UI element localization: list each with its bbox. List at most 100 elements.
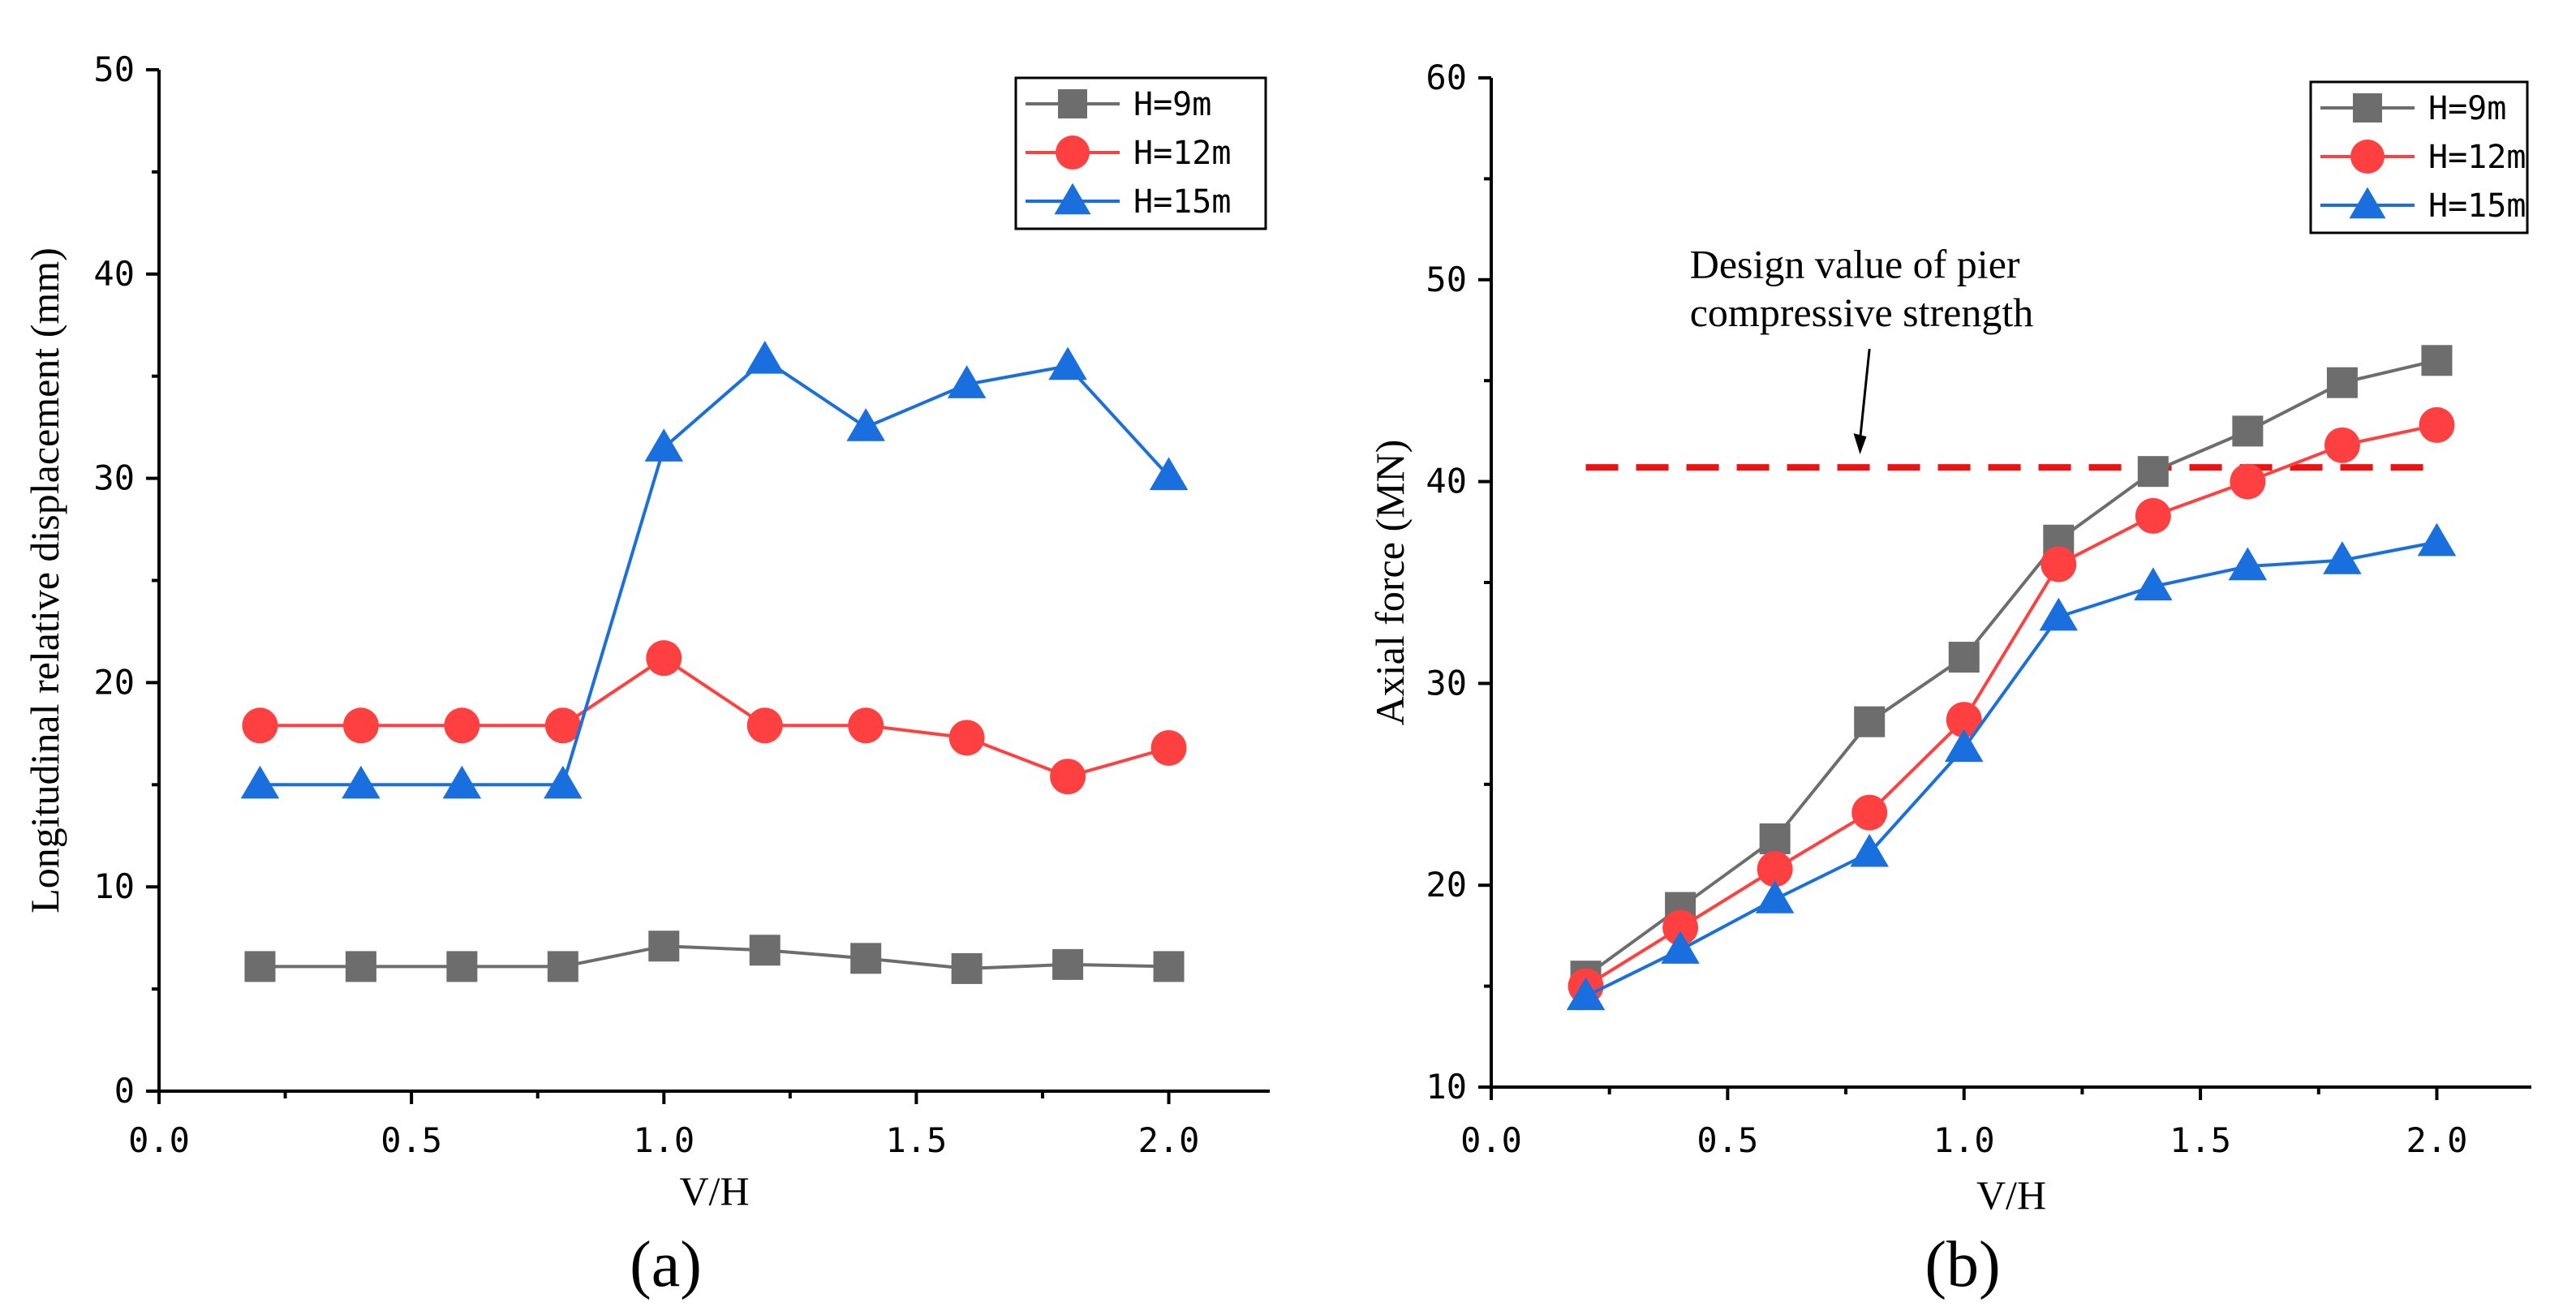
chart-a: 0 10 20 30 40 50 0.0 0.5 1.0 1.5 2.0 V/H Longitudina… — [22, 49, 1270, 1300]
data-point — [2419, 406, 2455, 443]
data-point — [342, 707, 379, 744]
y-tick-label: 30 — [93, 458, 135, 498]
data-point — [2323, 541, 2362, 574]
data-point — [745, 340, 785, 374]
x-tick-label: 2.0 — [1138, 1120, 1200, 1160]
y-tick-label: 0 — [114, 1071, 135, 1111]
data-point — [240, 765, 280, 799]
y-tick-label: 10 — [1426, 1067, 1467, 1107]
data-point — [1050, 759, 1086, 795]
data-point — [244, 951, 276, 982]
y-tick-label: 30 — [1426, 663, 1467, 703]
data-point — [547, 951, 578, 982]
legend-marker — [2349, 187, 2386, 219]
legend-marker — [2353, 93, 2382, 123]
x-tick-label: 1.5 — [2170, 1120, 2231, 1160]
data-point — [444, 707, 480, 744]
data-point — [1662, 909, 1699, 946]
x-tick-label: 0.0 — [1460, 1120, 1522, 1160]
data-point — [2417, 522, 2457, 557]
data-point — [1850, 833, 1889, 867]
data-point — [1759, 823, 1791, 854]
data-point — [2326, 367, 2358, 398]
x-tick-label: 0.0 — [128, 1120, 190, 1160]
y-tick-label: 40 — [1426, 462, 1467, 501]
data-point — [850, 943, 882, 974]
data-point — [345, 951, 376, 982]
x-tick-label: 0.5 — [381, 1120, 442, 1160]
data-point — [644, 428, 684, 462]
x-tick-label: 1.5 — [885, 1120, 947, 1160]
data-point — [948, 720, 985, 756]
series-line-H=12m — [260, 656, 1170, 779]
data-point — [947, 365, 987, 398]
data-point — [1944, 729, 1984, 763]
data-point — [1566, 977, 1606, 1011]
data-point — [2228, 547, 2268, 581]
x-tick-label: 2.0 — [2406, 1120, 2468, 1160]
data-point — [1854, 706, 1886, 737]
legend-label: H=9m — [1133, 86, 1211, 123]
legend-marker — [2350, 140, 2385, 174]
data-point — [1757, 851, 1793, 888]
data-point — [544, 765, 583, 799]
x-tick-label: 1.0 — [1933, 1120, 1995, 1160]
data-point — [544, 707, 581, 744]
legend-label: H=12m — [1133, 135, 1231, 172]
data-point — [848, 707, 884, 744]
data-point — [2137, 456, 2169, 488]
y-tick-label: 20 — [1426, 865, 1467, 905]
data-point — [2041, 546, 2077, 582]
data-point — [1946, 702, 1982, 738]
data-point — [1052, 948, 1084, 980]
y-tick-label: 40 — [93, 254, 135, 294]
data-point — [2134, 567, 2173, 601]
data-point — [646, 640, 682, 677]
y-tick-label: 60 — [1426, 58, 1467, 97]
data-point — [1149, 457, 1189, 491]
chart-b: 10 20 30 40 50 60 0.0 0.5 1.0 1.5 2.0 V/H Axial forc… — [1367, 58, 2531, 1300]
data-point — [342, 765, 381, 799]
y-tick-label: 20 — [93, 662, 135, 702]
data-point — [1150, 729, 1187, 766]
data-point — [846, 408, 885, 441]
data-point — [1153, 951, 1185, 982]
data-point — [1851, 794, 1888, 831]
data-point — [2230, 463, 2266, 500]
data-point — [2232, 415, 2264, 447]
series-line-H=12m — [1585, 423, 2437, 988]
x-axis-title: V/H — [1976, 1172, 2046, 1218]
legend-marker — [1054, 183, 1091, 215]
data-point — [648, 931, 680, 962]
data-point — [951, 952, 983, 984]
series-line-H=9m — [1585, 359, 2437, 978]
annotation-arrowhead — [1853, 433, 1867, 455]
annotation-arrow — [1859, 348, 1871, 441]
data-point — [749, 935, 781, 966]
series-line-H=9m — [260, 944, 1169, 970]
data-point — [2039, 597, 2079, 631]
y-axis-title: Axial force (MN) — [1367, 440, 1413, 726]
data-point — [1661, 931, 1700, 964]
data-point — [2324, 427, 2360, 463]
legend-label: H=12m — [2428, 139, 2526, 176]
legend-marker — [1056, 135, 1090, 170]
x-tick-label: 0.5 — [1697, 1120, 1758, 1160]
y-tick-label: 50 — [1426, 260, 1467, 299]
data-point — [1755, 880, 1795, 913]
legend-label: H=9m — [2428, 90, 2506, 127]
data-point — [1048, 346, 1087, 380]
legend-label: H=15m — [1133, 183, 1231, 221]
data-point — [746, 707, 783, 744]
series-line-H=15m — [1585, 540, 2437, 998]
y-tick-label: 50 — [93, 49, 135, 89]
data-point — [446, 951, 478, 982]
x-tick-label: 1.0 — [633, 1120, 695, 1160]
legend-marker — [1058, 89, 1087, 118]
data-point — [1948, 642, 1980, 673]
legend-label: H=15m — [2428, 187, 2526, 225]
y-axis-title: Longitudinal relative displacement (mm) — [22, 247, 67, 913]
y-tick-label: 10 — [93, 866, 135, 906]
annotation-line: compressive strength — [1690, 290, 2034, 335]
